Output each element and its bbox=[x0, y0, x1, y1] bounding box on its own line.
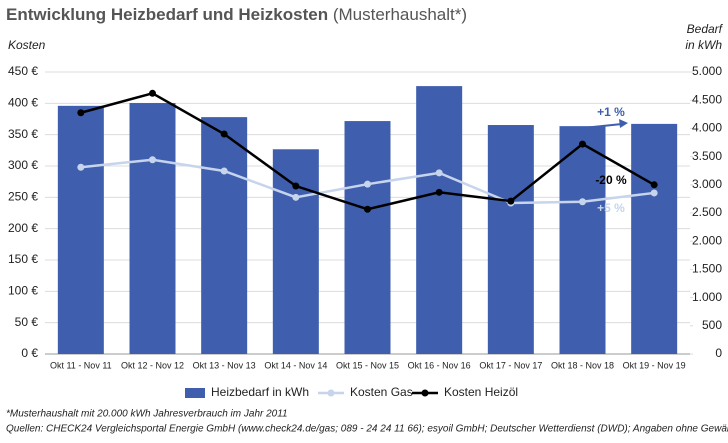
y-tick-label: 300 € bbox=[8, 158, 38, 172]
point bbox=[292, 182, 300, 190]
annotation: +1 % bbox=[597, 105, 625, 119]
y2-axis-label: in kWh bbox=[685, 38, 722, 52]
y2-tick-label: 5.000 bbox=[692, 64, 722, 78]
y-tick-label: 150 € bbox=[8, 252, 38, 266]
y2-tick-label: 1.000 bbox=[692, 290, 722, 304]
bar bbox=[201, 117, 248, 355]
point bbox=[77, 109, 85, 117]
footnote: Quellen: CHECK24 Vergleichsportal Energi… bbox=[6, 424, 728, 435]
point bbox=[149, 156, 156, 164]
x-tick-label: Okt 13 - Nov 13 bbox=[193, 360, 256, 370]
point bbox=[650, 189, 658, 197]
point bbox=[579, 140, 586, 148]
bar bbox=[631, 123, 678, 354]
x-tick-label: Okt 17 - Nov 17 bbox=[479, 360, 542, 370]
y-tick-label: 200 € bbox=[8, 221, 38, 235]
point bbox=[364, 180, 371, 188]
y2-tick-label: 2.500 bbox=[692, 205, 722, 219]
x-tick-label: Okt 15 - Nov 15 bbox=[336, 360, 399, 370]
point bbox=[220, 167, 228, 175]
y-tick-label: 350 € bbox=[8, 127, 38, 141]
point bbox=[650, 181, 658, 189]
x-tick-label: Okt 19 - Nov 19 bbox=[623, 360, 686, 370]
annotation-arrowhead bbox=[619, 119, 628, 128]
point bbox=[292, 193, 300, 201]
bar bbox=[487, 125, 534, 355]
annotation: -20 % bbox=[595, 173, 627, 187]
y-tick-label: 250 € bbox=[8, 190, 38, 204]
legend-label: Kosten Heizöl bbox=[444, 385, 518, 399]
y-tick-label: 100 € bbox=[8, 284, 38, 298]
legend-swatch bbox=[185, 388, 205, 398]
point bbox=[220, 130, 228, 138]
y-tick-label: 0 € bbox=[21, 346, 38, 360]
y-tick-label: 400 € bbox=[8, 96, 38, 110]
bar bbox=[416, 86, 463, 354]
x-tick-label: Okt 12 - Nov 12 bbox=[121, 360, 184, 370]
y2-tick-label: 0 bbox=[715, 346, 722, 360]
annotation-arrow bbox=[582, 123, 623, 129]
point bbox=[579, 198, 586, 206]
point bbox=[364, 205, 371, 213]
y2-tick-label: 4.000 bbox=[692, 121, 722, 135]
footnote: *Musterhaushalt mit 20.000 kWh Jahresver… bbox=[6, 409, 288, 420]
y2-tick-label: 4.500 bbox=[692, 92, 722, 106]
annotation: +5 % bbox=[597, 201, 625, 215]
subtitle: (Musterhaushalt*) bbox=[333, 5, 467, 24]
y2-tick-label: 2.000 bbox=[692, 233, 722, 247]
point bbox=[507, 197, 515, 205]
point bbox=[435, 188, 443, 196]
y-axis-label: Kosten bbox=[8, 38, 46, 52]
y2-tick-label: 3.000 bbox=[692, 177, 722, 191]
title: Entwicklung Heizbedarf und Heizkosten bbox=[6, 5, 328, 24]
legend-label: Kosten Gas bbox=[350, 385, 413, 399]
bar bbox=[272, 149, 319, 354]
y2-tick-label: 3.500 bbox=[692, 149, 722, 163]
bar bbox=[129, 103, 176, 355]
point bbox=[77, 163, 85, 171]
x-tick-label: Okt 14 - Nov 14 bbox=[264, 360, 327, 370]
x-tick-label: Okt 18 - Nov 18 bbox=[551, 360, 614, 370]
y-tick-label: 450 € bbox=[8, 64, 38, 78]
y-tick-label: 50 € bbox=[15, 315, 39, 329]
x-tick-label: Okt 16 - Nov 16 bbox=[408, 360, 471, 370]
point bbox=[435, 169, 443, 177]
legend-swatch bbox=[327, 389, 335, 397]
point bbox=[149, 89, 156, 97]
legend-swatch bbox=[421, 389, 429, 397]
x-tick-label: Okt 11 - Nov 11 bbox=[50, 360, 112, 370]
legend-label: Heizbedarf in kWh bbox=[211, 385, 309, 399]
chart-title: Entwicklung Heizbedarf und Heizkosten (M… bbox=[6, 5, 467, 24]
bar bbox=[57, 105, 104, 354]
y2-tick-label: 1.500 bbox=[692, 262, 722, 276]
bar bbox=[344, 121, 391, 355]
y2-tick-label: 500 bbox=[702, 318, 722, 332]
bar bbox=[559, 126, 606, 354]
y2-axis-label: Bedarf bbox=[687, 22, 724, 36]
